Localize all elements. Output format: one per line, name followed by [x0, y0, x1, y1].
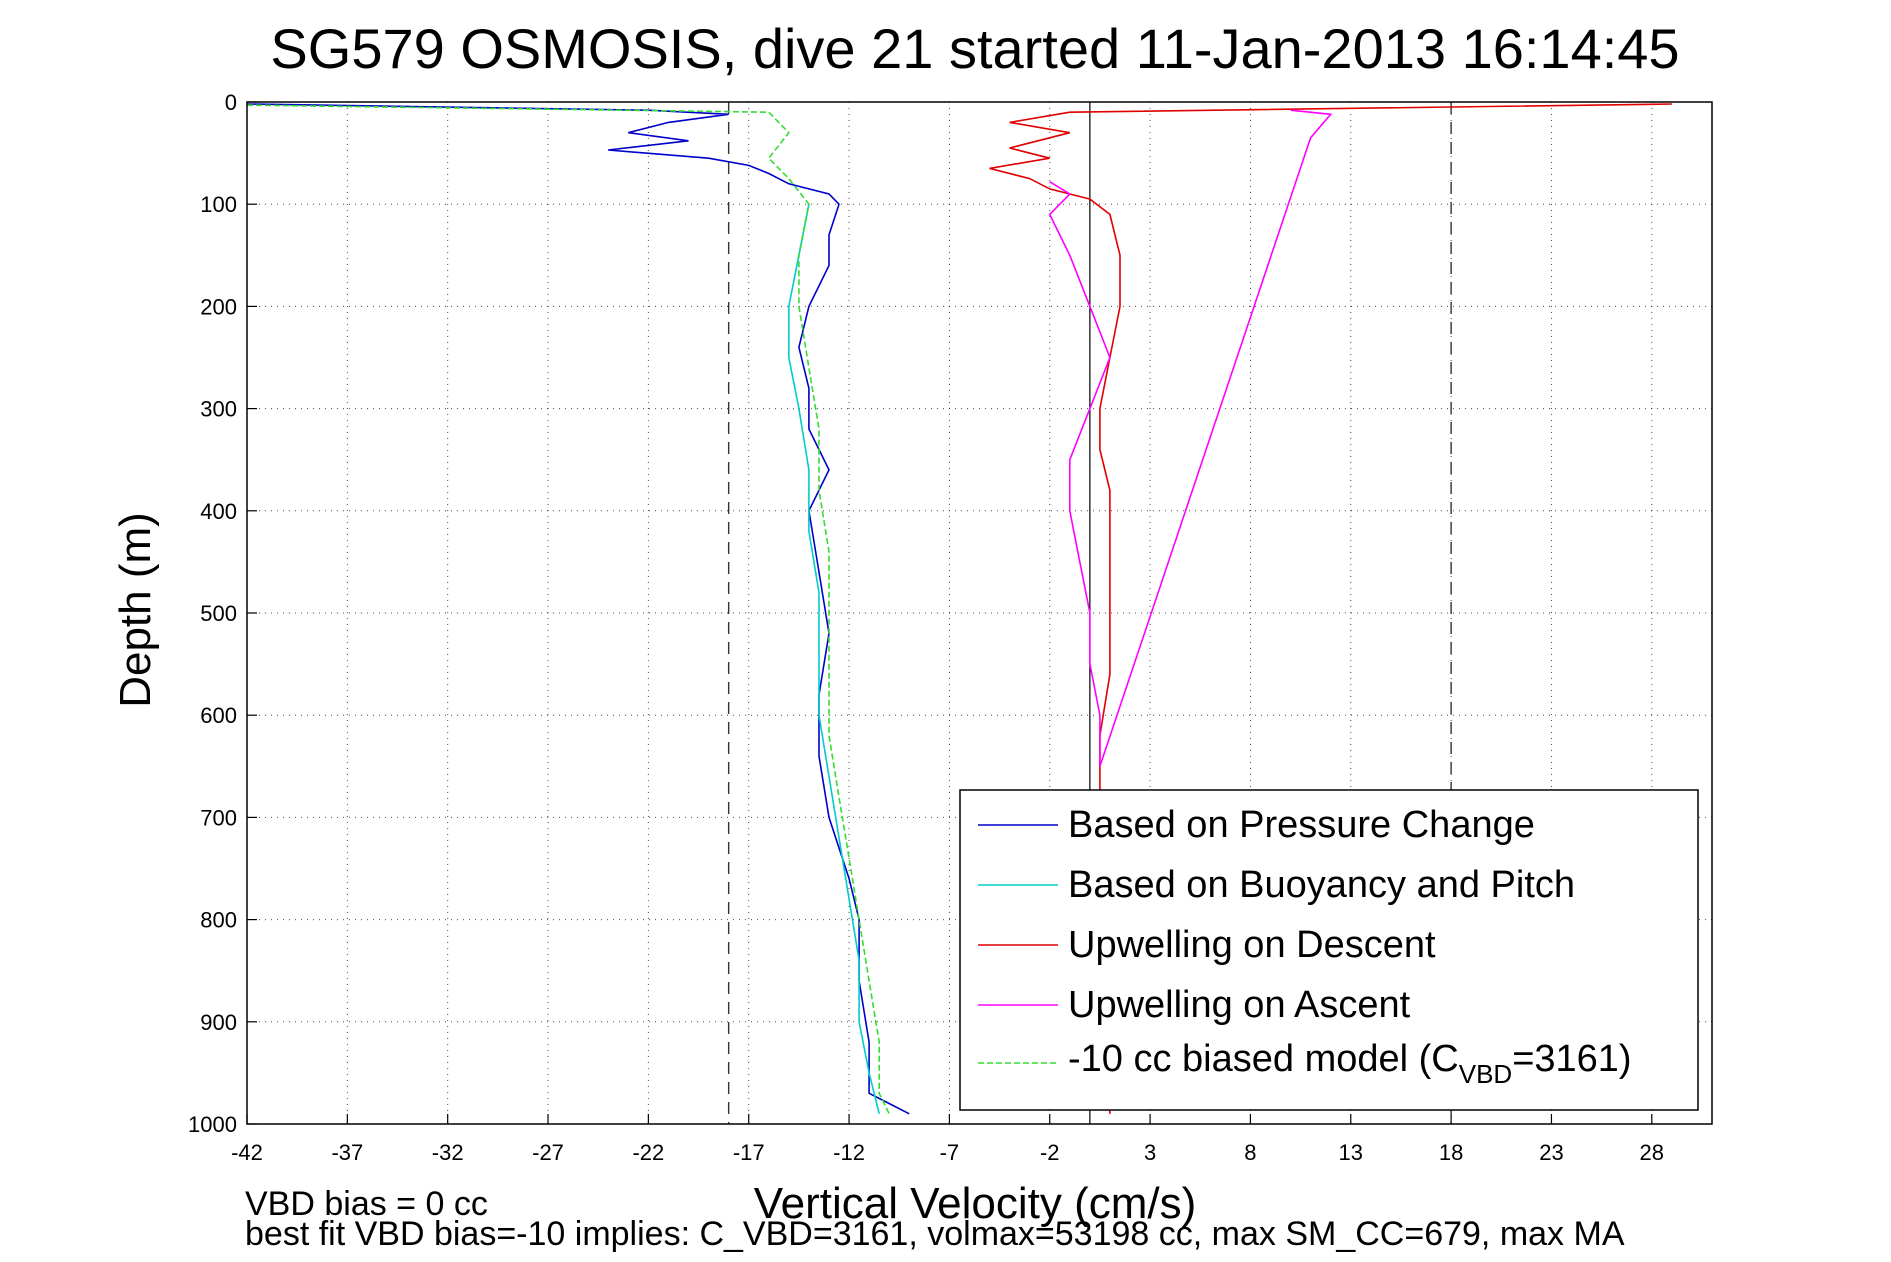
x-tick-label: -27	[532, 1140, 564, 1165]
x-axis-ticks: -42 -37 -32 -27 -22 -17 -12 -7 -2 3 8 13 18 23 28	[231, 1114, 1664, 1165]
x-tick-label: -12	[833, 1140, 865, 1165]
y-axis-label: Depth (m)	[111, 512, 160, 708]
y-tick-label: 300	[200, 397, 237, 422]
x-tick-label: -37	[331, 1140, 363, 1165]
y-tick-label: 600	[200, 703, 237, 728]
x-tick-label: -32	[432, 1140, 464, 1165]
x-tick-label: -2	[1040, 1140, 1060, 1165]
y-tick-label: 700	[200, 805, 237, 830]
x-tick-label: -42	[231, 1140, 263, 1165]
y-tick-label: 900	[200, 1010, 237, 1035]
x-axis-label: Vertical Velocity (cm/s)	[754, 1179, 1197, 1228]
series-line-2	[787, 204, 880, 1114]
y-tick-label: 0	[225, 90, 237, 115]
x-tick-label: -17	[733, 1140, 765, 1165]
y-tick-label: 200	[200, 294, 237, 319]
x-tick-label: 23	[1539, 1140, 1563, 1165]
footer-line-1: VBD bias = 0 cc	[245, 1185, 488, 1223]
footer-line-2: best fit VBD bias=-10 implies: C_VBD=316…	[245, 1215, 1625, 1253]
y-tick-label: 100	[200, 192, 237, 217]
series-line-3	[989, 103, 1672, 1114]
x-tick-label: 13	[1339, 1140, 1363, 1165]
y-tick-label: 400	[200, 499, 237, 524]
series-line-1	[246, 103, 910, 1115]
y-tick-label: 1000	[188, 1112, 237, 1137]
x-tick-label: 18	[1439, 1140, 1463, 1165]
legend-label-3: Upwelling on Descent	[1068, 924, 1436, 966]
x-tick-label: 28	[1640, 1140, 1664, 1165]
series-line-5	[246, 104, 890, 1115]
y-tick-label: 500	[200, 601, 237, 626]
y-tick-label: 800	[200, 908, 237, 933]
legend-box	[959, 789, 1699, 1111]
plot-series	[246, 103, 1672, 1115]
legend: Based on Pressure Change Based on Buoyanc…	[959, 789, 1699, 1111]
legend-label-1: Based on Pressure Change	[1068, 804, 1535, 846]
series-line-4	[1048, 109, 1333, 767]
x-tick-label: -7	[940, 1140, 960, 1165]
x-tick-label: 8	[1244, 1140, 1256, 1165]
y-axis-ticks: 0 100 200 300 400 500 600 700 800 900 1000	[188, 90, 257, 1137]
legend-label-model: -10 cc biased model (CVBD=3161)	[1068, 1038, 1632, 1089]
legend-label-4: Upwelling on Ascent	[1068, 984, 1411, 1026]
legend-label-2: Based on Buoyancy and Pitch	[1068, 864, 1575, 906]
x-tick-label: -22	[632, 1140, 664, 1165]
x-tick-label: 3	[1144, 1140, 1156, 1165]
chart-title: SG579 OSMOSIS, dive 21 started 11-Jan-20…	[270, 17, 1679, 80]
